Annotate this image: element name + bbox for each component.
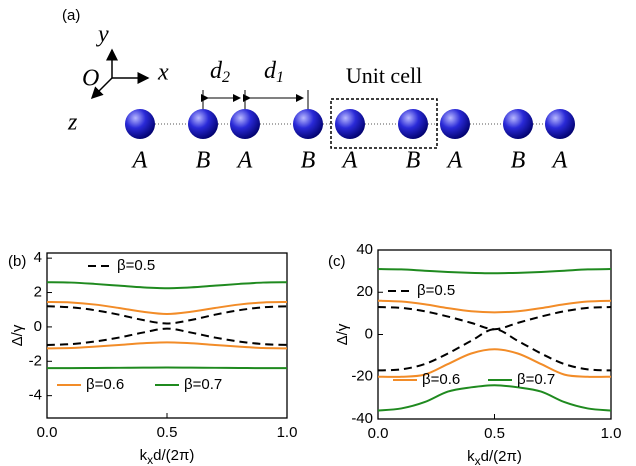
axis-name: z xyxy=(67,110,78,136)
y-axis-label: Δ/γ xyxy=(9,324,26,346)
x-label-rest: d/(2π) xyxy=(153,447,194,464)
curve xyxy=(378,269,611,273)
y-tick-label: -20 xyxy=(351,368,373,385)
curve xyxy=(378,385,611,410)
site-label: A xyxy=(551,148,568,174)
x-tick-label: 0.0 xyxy=(368,425,389,442)
panel-label: (c) xyxy=(328,253,346,270)
site-label: A xyxy=(446,148,463,174)
atom xyxy=(230,109,260,139)
legend-label: β=0.7 xyxy=(517,371,555,388)
y-tick-label: 40 xyxy=(356,241,373,258)
site-label: A xyxy=(131,148,148,174)
plot-frame xyxy=(47,253,287,418)
x-label-rest: d/(2π) xyxy=(481,448,522,465)
legend-label: β=0.6 xyxy=(86,376,124,393)
curve xyxy=(47,342,287,348)
y-tick-label: -4 xyxy=(29,387,42,404)
x-tick-label: 0.5 xyxy=(484,425,505,442)
atom xyxy=(188,109,218,139)
legend-label: β=0.6 xyxy=(422,371,460,388)
x-axis-label: kxd/(2π) xyxy=(140,447,195,466)
x-axis-label: kxd/(2π) xyxy=(467,448,522,466)
curve xyxy=(47,282,287,288)
panel-label: (b) xyxy=(8,253,26,270)
legend-label: β=0.5 xyxy=(417,282,455,299)
curve xyxy=(378,301,611,313)
y-axis-label: Δ/γ xyxy=(334,323,351,345)
chart: (b) -4 -2 0 2 4 0.0 0.5 1.0 Δ/γ kxd/(2π) β=0.5 β=0.6… xyxy=(8,249,297,466)
atom xyxy=(335,109,365,139)
y-tick-label: -2 xyxy=(29,352,42,369)
x-tick-label: 1.0 xyxy=(601,425,622,442)
atom xyxy=(293,109,323,139)
y-tick-label: 0 xyxy=(34,318,42,335)
site-label: B xyxy=(196,148,211,174)
figure: (a) y O x z d2 d1 Unit cell ABABABABA (b… xyxy=(0,0,636,466)
atom xyxy=(440,109,470,139)
site-label: B xyxy=(301,148,316,174)
atom xyxy=(398,109,428,139)
atom xyxy=(545,109,575,139)
curve xyxy=(47,302,287,314)
spacing-sub: 1 xyxy=(276,69,284,86)
x-tick-label: 0.5 xyxy=(157,424,178,441)
unit-cell-label: Unit cell xyxy=(346,63,422,88)
axis-name: O xyxy=(82,66,99,92)
legend-label: β=0.7 xyxy=(184,376,222,393)
y-tick-label: 4 xyxy=(34,249,42,266)
plot-frame xyxy=(378,250,611,419)
spacing-label: d1 xyxy=(264,58,284,86)
y-tick-label: 0 xyxy=(365,325,373,342)
site-label: A xyxy=(236,148,253,174)
legend-label: β=0.5 xyxy=(117,257,155,274)
axis-name: x xyxy=(157,60,169,86)
curve xyxy=(378,307,611,329)
y-tick-label: 20 xyxy=(356,283,373,300)
y-tick-label: 2 xyxy=(34,284,42,301)
spacing-sub: 2 xyxy=(222,69,230,86)
atom xyxy=(125,109,155,139)
curve xyxy=(378,349,611,377)
spacing-label: d2 xyxy=(210,58,230,86)
curve xyxy=(47,367,287,368)
panel-label: (a) xyxy=(62,7,80,24)
site-label: B xyxy=(406,148,421,174)
atom xyxy=(503,109,533,139)
x-tick-label: 1.0 xyxy=(277,424,298,441)
x-tick-label: 0.0 xyxy=(37,424,58,441)
axis-name: y xyxy=(96,22,109,48)
site-label: A xyxy=(341,148,358,174)
site-label: B xyxy=(511,148,526,174)
